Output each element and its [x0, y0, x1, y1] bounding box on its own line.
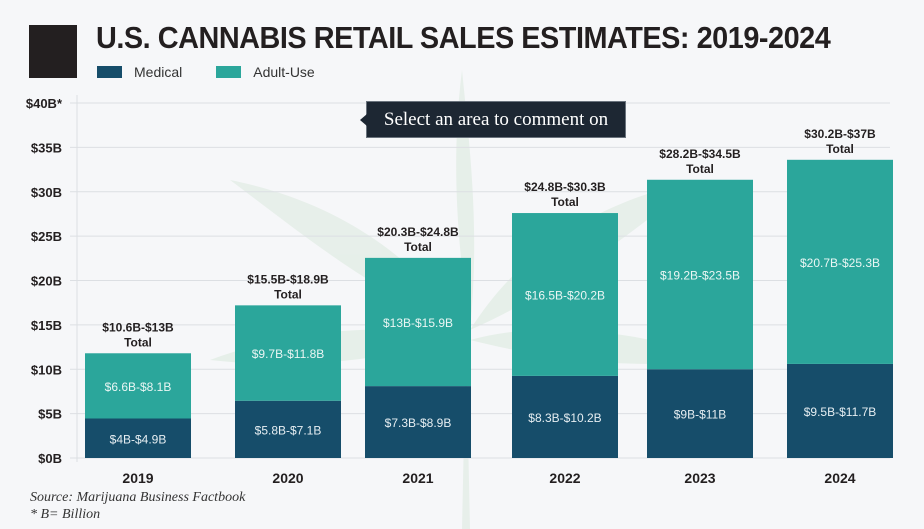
bar-adult-use-2023[interactable]: [647, 179, 753, 370]
legend-swatch-adult-use: [216, 66, 242, 78]
total-range-label: $15.5B-$18.9B: [247, 272, 329, 286]
x-tick-label: 2020: [272, 470, 303, 486]
y-tick-label: $0B: [38, 451, 62, 466]
total-range-label: $28.2B-$34.5B: [659, 147, 741, 161]
bar-medical-2022[interactable]: [512, 375, 618, 458]
medical-value-label: $5.8B-$7.1B: [255, 423, 322, 437]
x-tick-label: 2022: [549, 470, 580, 486]
legend-label-adult-use: Adult-Use: [253, 64, 315, 80]
medical-value-label: $9.5B-$11.7B: [804, 405, 877, 419]
legend-item-medical: Medical: [97, 64, 182, 80]
total-range-label: $10.6B-$13B: [102, 320, 174, 334]
bar-medical-2019[interactable]: [85, 418, 191, 458]
y-tick-label: $25B: [31, 229, 62, 244]
bar-adult-use-2022[interactable]: [512, 213, 618, 376]
bar-medical-2023[interactable]: [647, 369, 753, 458]
source-note: Source: Marijuana Business Factbook: [30, 490, 246, 505]
x-tick-label: 2024: [824, 470, 855, 486]
y-tick-label: $20B: [31, 274, 62, 289]
adult-use-value-label: $9.7B-$11.8B: [252, 347, 325, 361]
y-tick-label: $30B: [31, 185, 62, 200]
medical-value-label: $8.3B-$10.2B: [528, 411, 601, 425]
adult-use-value-label: $19.2B-$23.5B: [660, 269, 740, 283]
bar-adult-use-2019[interactable]: [85, 353, 191, 419]
total-suffix-label: Total: [686, 162, 714, 176]
bar-adult-use-2020[interactable]: [235, 305, 341, 401]
adult-use-value-label: $13B-$15.9B: [383, 316, 453, 330]
medical-value-label: $7.3B-$8.9B: [385, 416, 452, 430]
y-tick-label: $35B: [31, 140, 62, 155]
legend-item-adult-use: Adult-Use: [216, 64, 315, 80]
billion-note: * B= Billion: [30, 507, 101, 522]
bar-adult-use-2021[interactable]: [365, 257, 471, 387]
y-tick-label: $10B: [31, 362, 62, 377]
adult-use-value-label: $6.6B-$8.1B: [105, 380, 172, 394]
medical-value-label: $9B-$11B: [674, 408, 726, 422]
x-tick-label: 2021: [402, 470, 433, 486]
x-tick-label: 2023: [684, 470, 715, 486]
total-range-label: $30.2B-$37B: [804, 127, 876, 141]
legend-swatch-medical: [97, 66, 122, 78]
y-tick-label: $15B: [31, 318, 62, 333]
total-suffix-label: Total: [826, 142, 854, 156]
total-suffix-label: Total: [124, 335, 152, 349]
bar-medical-2020[interactable]: [235, 400, 341, 458]
bar-medical-2021[interactable]: [365, 386, 471, 458]
total-suffix-label: Total: [404, 240, 432, 254]
y-tick-label: $40B*: [26, 96, 63, 111]
medical-value-label: $4B-$4.9B: [110, 432, 167, 446]
total-suffix-label: Total: [551, 195, 579, 209]
legend-label-medical: Medical: [134, 64, 183, 80]
y-tick-label: $5B: [38, 407, 62, 422]
total-range-label: $20.3B-$24.8B: [377, 225, 459, 239]
x-tick-label: 2019: [122, 470, 153, 486]
chart-title: U.S. CANNABIS RETAIL SALES ESTIMATES: 20…: [96, 20, 831, 55]
adult-use-value-label: $16.5B-$20.2B: [525, 288, 605, 302]
total-suffix-label: Total: [274, 287, 302, 301]
logo-square: [29, 25, 77, 78]
comment-tooltip[interactable]: Select an area to comment on: [360, 101, 626, 138]
bar-adult-use-2024[interactable]: [787, 159, 893, 364]
adult-use-value-label: $20.7B-$25.3B: [800, 256, 880, 270]
tooltip-text: Select an area to comment on: [383, 108, 609, 130]
total-range-label: $24.8B-$30.3B: [524, 180, 606, 194]
legend: Medical Adult-Use: [97, 64, 349, 80]
bar-medical-2024[interactable]: [787, 363, 893, 458]
